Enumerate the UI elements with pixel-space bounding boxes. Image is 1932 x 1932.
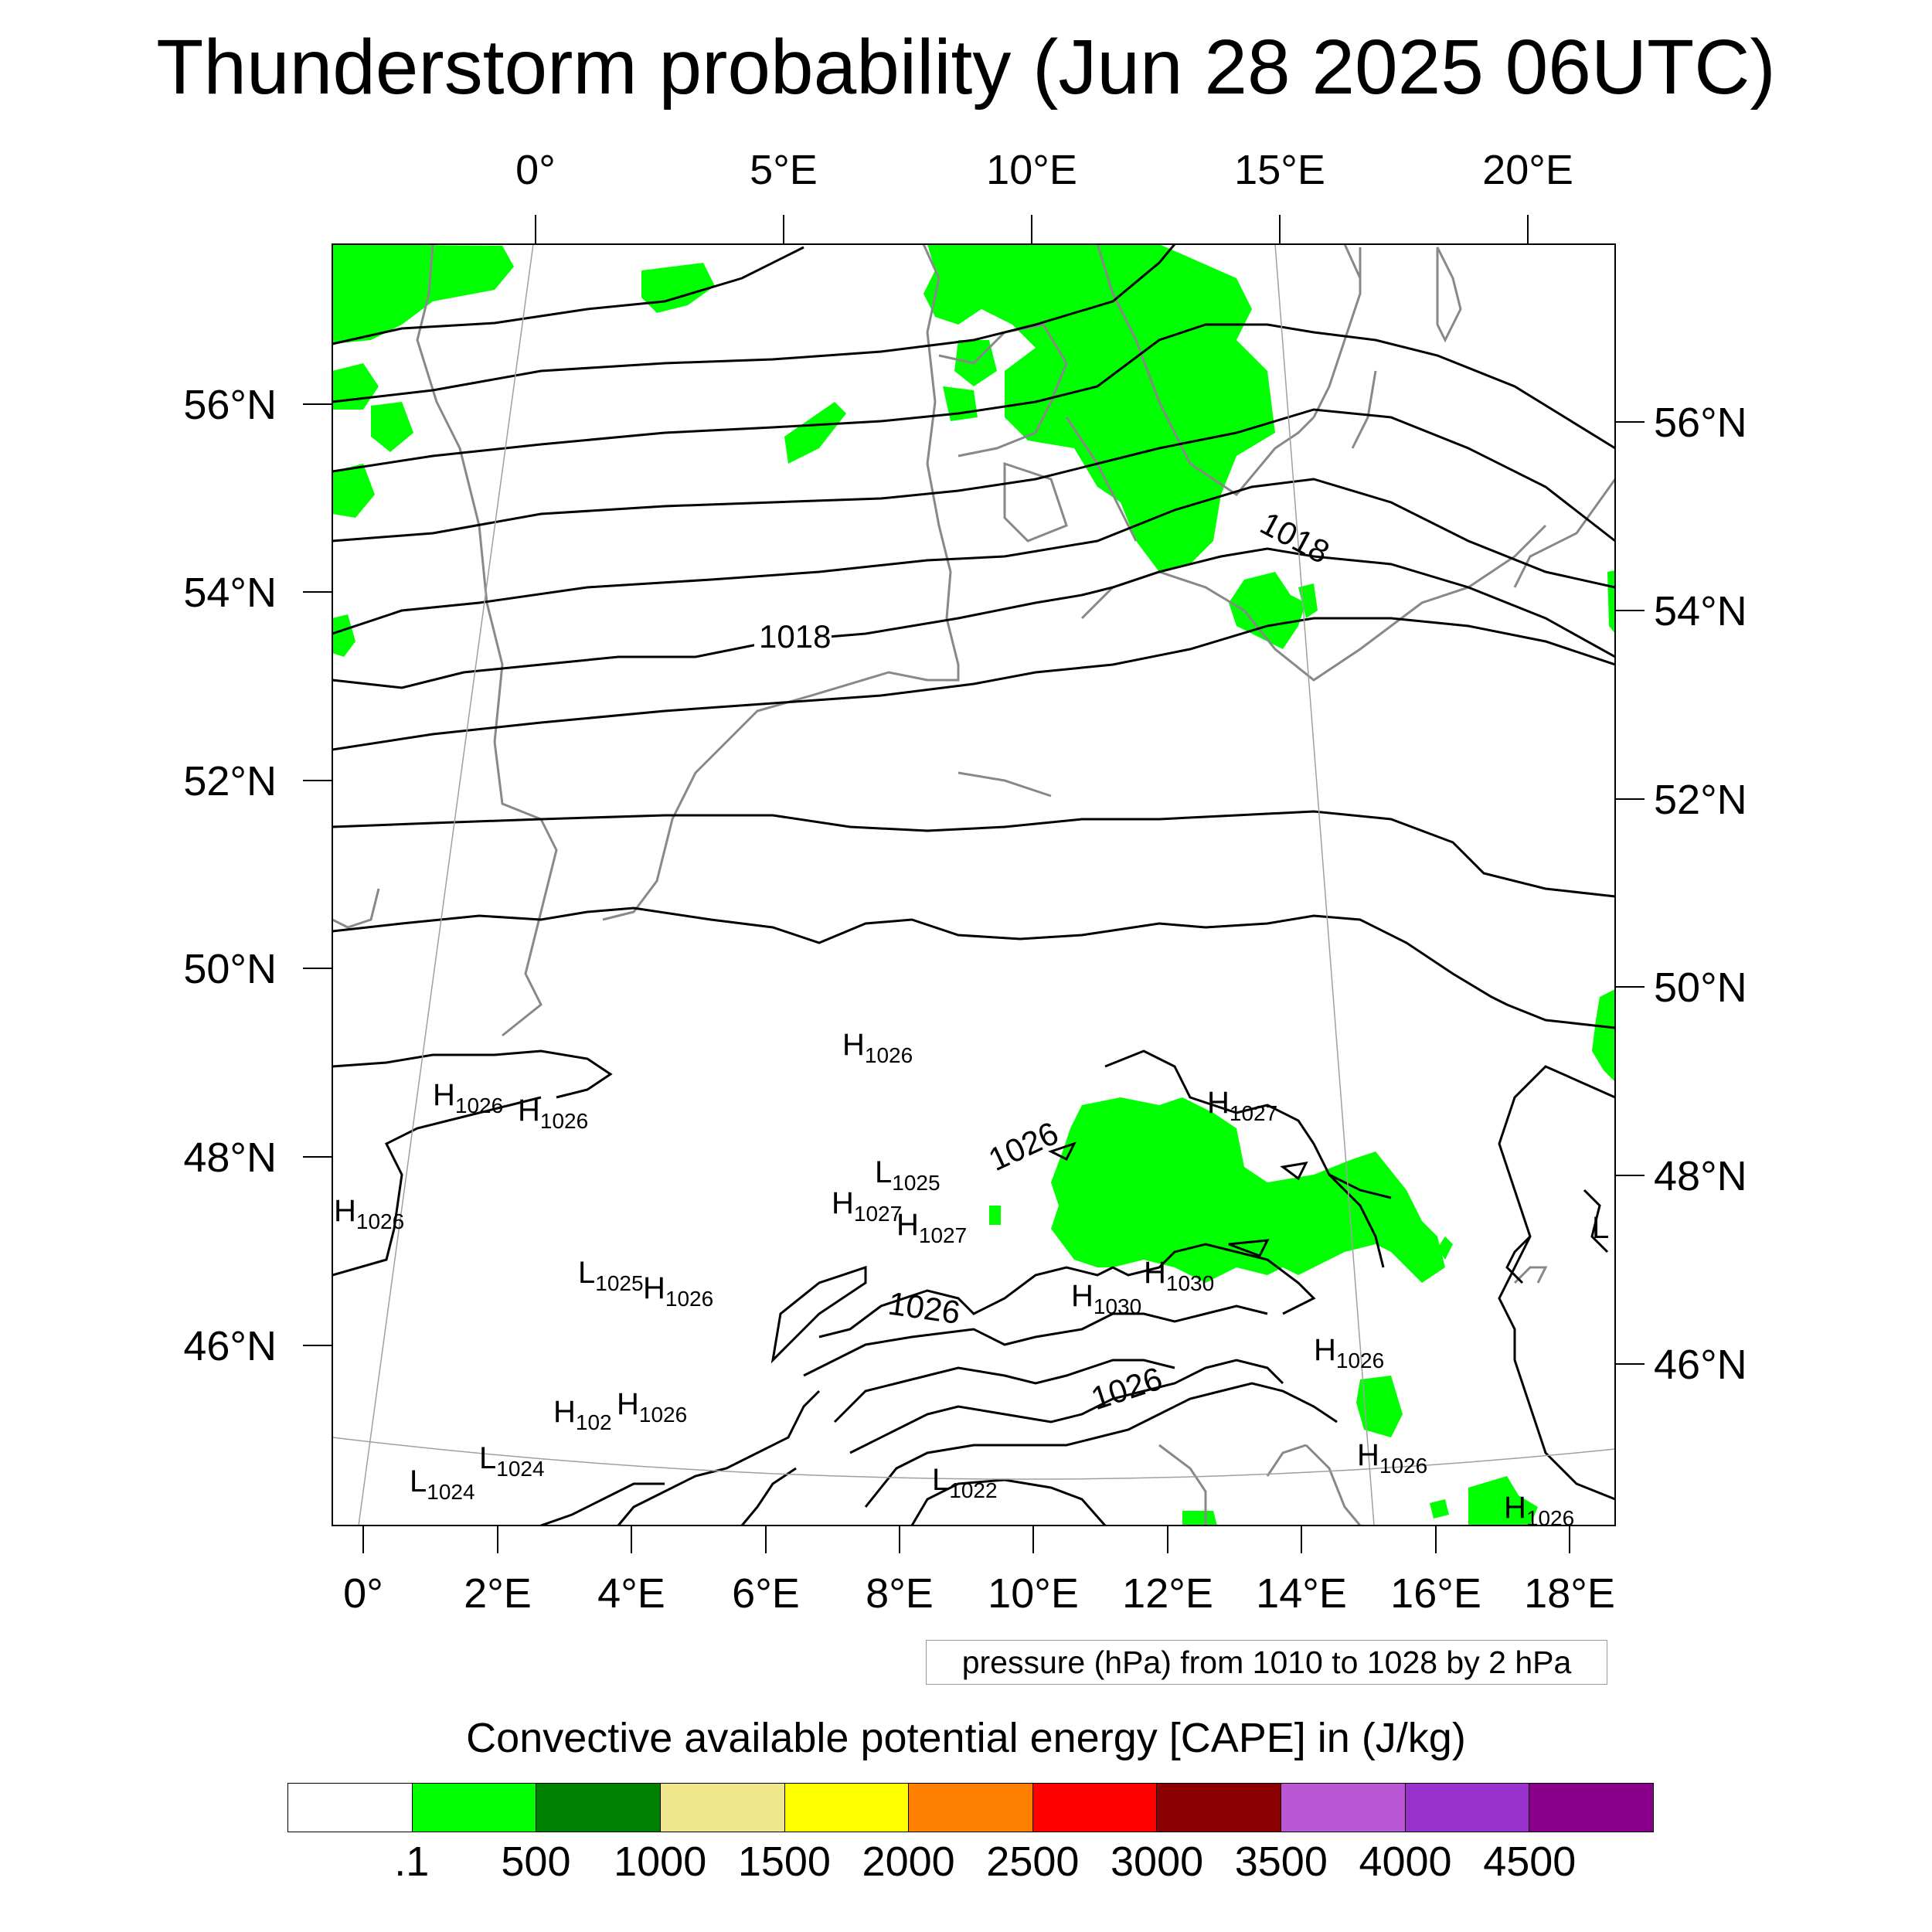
colorbar-swatch bbox=[288, 1784, 413, 1832]
isobar-label: 1026 bbox=[1087, 1360, 1166, 1417]
pressure-center: H1030 bbox=[1071, 1279, 1141, 1318]
colorbar-swatch bbox=[1157, 1784, 1282, 1832]
graticule bbox=[332, 244, 1615, 1526]
isobars bbox=[332, 244, 1615, 1526]
bottom-longitude-labels: 0° 2°E 4°E 6°E 8°E 10°E 12°E 14°E 16°E 1… bbox=[343, 1570, 1615, 1617]
coastlines bbox=[332, 244, 1615, 1526]
tick-marks bbox=[303, 215, 1645, 1553]
colorbar-swatch bbox=[1529, 1784, 1654, 1832]
lon-label-top: 15°E bbox=[1234, 147, 1325, 193]
pressure-center: L bbox=[1592, 1211, 1609, 1245]
pressure-center: L1024 bbox=[479, 1441, 545, 1481]
isobar-labels: 1018 1018 1026 1026 1026 bbox=[754, 505, 1335, 1417]
colorbar-tick-label: 3000 bbox=[1111, 1838, 1204, 1885]
colorbar-swatch bbox=[909, 1784, 1033, 1832]
pressure-center: H1027 bbox=[832, 1186, 902, 1226]
pressure-center: H1026 bbox=[518, 1094, 588, 1133]
lon-label-top: 10°E bbox=[986, 147, 1077, 193]
pressure-center: L1025 bbox=[578, 1256, 644, 1295]
lat-label-left: 54°N bbox=[183, 570, 277, 616]
lon-label-bottom: 2°E bbox=[464, 1570, 532, 1617]
lon-label-top: 0° bbox=[515, 147, 556, 193]
pressure-center: H1026 bbox=[433, 1078, 503, 1117]
lon-label-top: 20°E bbox=[1482, 147, 1573, 193]
lat-label-right: 54°N bbox=[1654, 588, 1747, 634]
top-longitude-labels: 0° 5°E 10°E 15°E 20°E bbox=[515, 147, 1573, 193]
lon-label-bottom: 18°E bbox=[1524, 1570, 1615, 1617]
pressure-center: H1026 bbox=[1504, 1491, 1574, 1530]
colorbar-title: Convective available potential energy [C… bbox=[466, 1715, 1466, 1761]
lon-label-bottom: 8°E bbox=[866, 1570, 934, 1617]
lat-label-left: 46°N bbox=[183, 1323, 277, 1369]
lat-label-left: 50°N bbox=[183, 946, 277, 992]
pressure-center: L1025 bbox=[875, 1155, 940, 1195]
isobar-label: 1026 bbox=[886, 1284, 962, 1331]
lat-label-right: 56°N bbox=[1654, 400, 1747, 446]
lon-label-bottom: 0° bbox=[343, 1570, 383, 1617]
lat-label-left: 52°N bbox=[183, 758, 277, 804]
colorbar-swatch bbox=[1032, 1784, 1158, 1832]
plot-frame bbox=[332, 243, 1616, 1526]
colorbar-tick-label: .1 bbox=[394, 1838, 430, 1885]
pressure-center: H1026 bbox=[334, 1194, 404, 1233]
isobar-label: 1018 bbox=[1254, 505, 1335, 570]
right-latitude-labels: 56°N 54°N 52°N 50°N 48°N 46°N bbox=[1654, 400, 1747, 1388]
lon-label-bottom: 14°E bbox=[1256, 1570, 1347, 1617]
pressure-center: H1026 bbox=[1314, 1333, 1384, 1372]
lat-label-left: 48°N bbox=[183, 1134, 277, 1181]
colorbar-swatch bbox=[660, 1784, 785, 1832]
pressure-center: H102 bbox=[553, 1395, 612, 1434]
pressure-center: H1026 bbox=[1357, 1438, 1427, 1478]
colorbar-swatch bbox=[1405, 1784, 1530, 1832]
pressure-center: H1026 bbox=[617, 1387, 687, 1427]
colorbar-swatch bbox=[1281, 1784, 1406, 1832]
lat-label-right: 48°N bbox=[1654, 1153, 1747, 1199]
lon-label-bottom: 16°E bbox=[1390, 1570, 1481, 1617]
lat-label-right: 50°N bbox=[1654, 964, 1747, 1011]
pressure-center: H1026 bbox=[842, 1028, 913, 1067]
isobar-label: 1018 bbox=[759, 618, 831, 655]
lon-label-bottom: 12°E bbox=[1122, 1570, 1213, 1617]
colorbar-swatch bbox=[536, 1784, 661, 1832]
colorbar bbox=[287, 1783, 1654, 1832]
map-title: Thunderstorm probability (Jun 28 2025 06… bbox=[156, 24, 1776, 111]
colorbar-tick-label: 1500 bbox=[737, 1838, 831, 1885]
lon-label-bottom: 6°E bbox=[732, 1570, 800, 1617]
pressure-center: L1022 bbox=[932, 1463, 998, 1502]
lon-label-bottom: 10°E bbox=[988, 1570, 1079, 1617]
pressure-center: L1024 bbox=[410, 1464, 475, 1504]
colorbar-tick-label: 500 bbox=[501, 1838, 571, 1885]
pressure-center: H1027 bbox=[1207, 1086, 1277, 1125]
colorbar-tick-label: 1000 bbox=[614, 1838, 707, 1885]
lon-label-top: 5°E bbox=[750, 147, 818, 193]
colorbar-tick-label: 4500 bbox=[1483, 1838, 1577, 1885]
colorbar-swatch bbox=[412, 1784, 537, 1832]
pressure-center: H1026 bbox=[643, 1271, 713, 1311]
pressure-center: H1027 bbox=[896, 1208, 967, 1247]
lat-label-right: 52°N bbox=[1654, 777, 1747, 823]
cape-shading bbox=[332, 244, 1615, 1526]
colorbar-tick-label: 4000 bbox=[1359, 1838, 1452, 1885]
pressure-centers: H1026 H1026 H1026 H1026 H1027 L1025 H102… bbox=[334, 1028, 1609, 1530]
colorbar-tick-label: 2500 bbox=[986, 1838, 1080, 1885]
colorbar-tick-label: 2000 bbox=[862, 1838, 955, 1885]
colorbar-tick-label: 3500 bbox=[1234, 1838, 1328, 1885]
colorbar-swatch bbox=[784, 1784, 910, 1832]
lon-label-bottom: 4°E bbox=[597, 1570, 665, 1617]
colorbar-ticks: .1 500 1000 1500 2000 2500 3000 3500 4000 4500 bbox=[287, 1838, 1654, 1892]
lat-label-left: 56°N bbox=[183, 382, 277, 428]
lat-label-right: 46°N bbox=[1654, 1342, 1747, 1388]
pressure-center: H1030 bbox=[1144, 1256, 1214, 1295]
pressure-note: pressure (hPa) from 1010 to 1028 by 2 hP… bbox=[926, 1640, 1607, 1685]
isobar-label: 1026 bbox=[983, 1114, 1064, 1178]
left-latitude-labels: 56°N 54°N 52°N 50°N 48°N 46°N bbox=[183, 382, 277, 1369]
